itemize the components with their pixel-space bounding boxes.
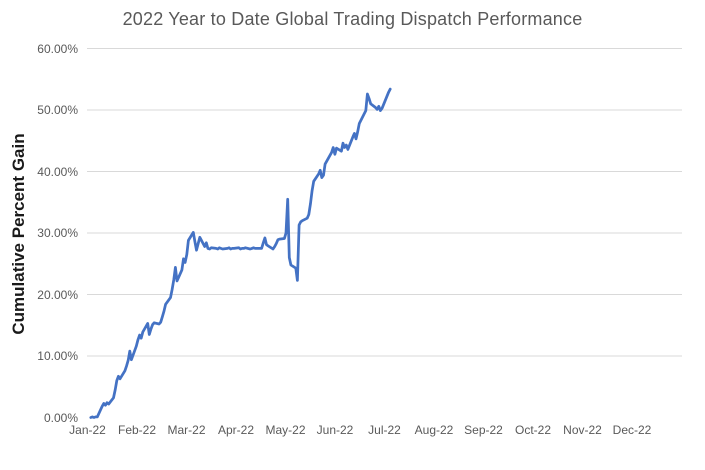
x-tick-label: Feb-22 — [117, 423, 157, 437]
performance-line — [89, 87, 392, 419]
y-tick-label: 40.00% — [37, 164, 78, 179]
x-tick-label: Jun-22 — [316, 423, 354, 437]
y-tick-label: 10.00% — [37, 349, 78, 363]
x-tick-label: Apr-22 — [217, 423, 255, 437]
y-tick-label: 0.00% — [43, 410, 78, 425]
x-tick-label: Jan-22 — [69, 423, 106, 437]
y-tick-label: 60.00% — [37, 41, 78, 56]
y-tick-label: 30.00% — [37, 226, 78, 240]
x-tick-label: Aug-22 — [414, 423, 454, 437]
y-tick-label: 20.00% — [37, 287, 78, 302]
x-tick-label: Mar-22 — [167, 423, 206, 437]
x-tick-label: Jul-22 — [368, 423, 401, 437]
x-tick-label: May-22 — [265, 423, 306, 437]
y-tick-label: 50.00% — [37, 103, 78, 117]
chart-title: 2022 Year to Date Global Trading Dispatc… — [122, 9, 583, 29]
gridlines — [87, 48, 682, 357]
x-tick-label: Oct-22 — [514, 423, 551, 437]
x-tick-label: Nov-22 — [563, 423, 602, 437]
x-tick-label: Dec-22 — [612, 423, 652, 437]
x-tick-label: Sep-22 — [464, 423, 503, 437]
